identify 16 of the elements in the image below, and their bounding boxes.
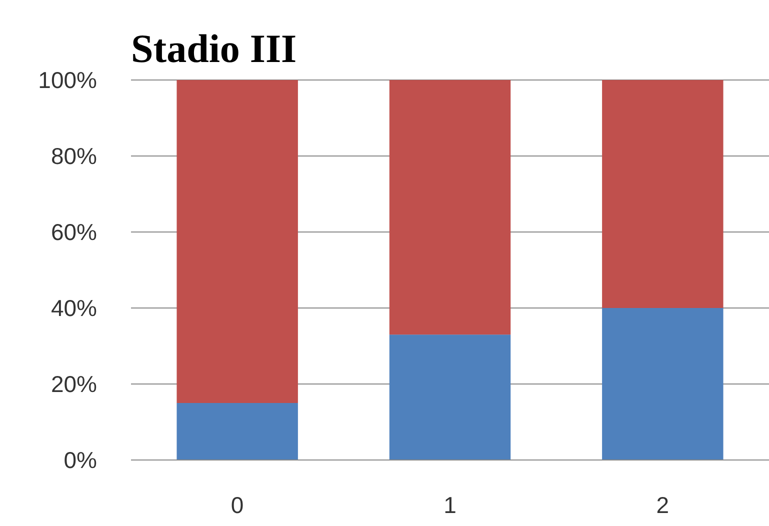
bar xyxy=(176,80,298,403)
y-tick-label: 60% xyxy=(50,219,97,246)
x-tick-label: 1 xyxy=(444,492,456,518)
y-tick-label: 80% xyxy=(50,143,97,170)
chart-title: Stadio III xyxy=(131,26,297,71)
bar xyxy=(389,334,511,460)
y-tick-label: 100% xyxy=(38,67,97,94)
x-tick-label: 2 xyxy=(656,492,670,518)
y-tick-label: 0% xyxy=(64,447,97,474)
x-tick-label: 0 xyxy=(230,492,244,518)
bar xyxy=(176,403,298,460)
y-tick-label: 20% xyxy=(50,371,97,398)
bar xyxy=(602,80,724,308)
y-tick-label: 40% xyxy=(50,295,97,322)
bar xyxy=(602,308,724,460)
bar xyxy=(389,80,511,335)
